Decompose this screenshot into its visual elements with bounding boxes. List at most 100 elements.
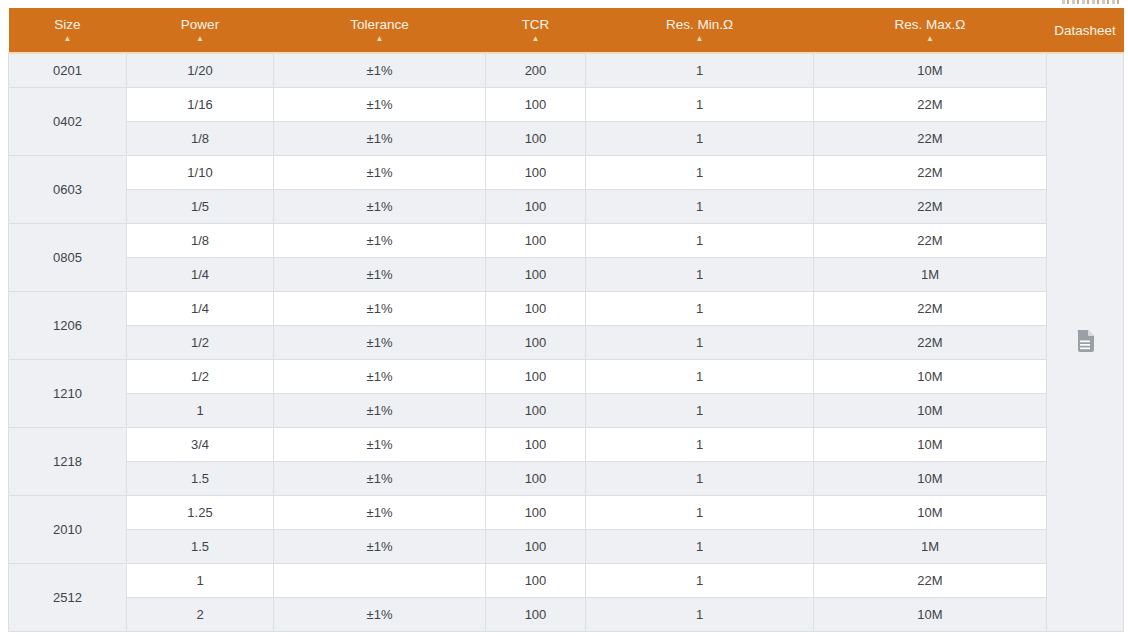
column-label: Size [54,17,80,32]
power-cell: 2 [127,598,274,632]
res-max-cell: 10M [814,360,1047,394]
table-row: 0603 1/10 ±1% 100 1 22M [9,156,1124,190]
res-min-cell: 1 [586,496,814,530]
sort-ascending-icon[interactable]: ▲ [532,35,540,43]
tolerance-cell: ±1% [274,122,486,156]
res-min-cell: 1 [586,394,814,428]
power-cell: 1/20 [127,53,274,88]
power-cell: 1.5 [127,530,274,564]
res-min-cell: 1 [586,53,814,88]
table-row: 1218 3/4 ±1% 100 1 10M [9,428,1124,462]
table-row: 1/8 ±1% 100 1 22M [9,122,1124,156]
column-label: Datasheet [1054,23,1116,38]
column-label: Res. Max.Ω [895,17,966,32]
tcr-cell: 100 [486,462,586,496]
res-max-cell: 10M [814,428,1047,462]
tolerance-cell: ±1% [274,88,486,122]
tcr-cell: 100 [486,394,586,428]
tolerance-cell: ±1% [274,496,486,530]
table-row: 1.5 ±1% 100 1 1M [9,530,1124,564]
table-row: 1/4 ±1% 100 1 1M [9,258,1124,292]
column-header-size[interactable]: Size ▲ [9,8,127,53]
res-min-cell: 1 [586,428,814,462]
tolerance-cell: ±1% [274,394,486,428]
tcr-cell: 100 [486,598,586,632]
res-max-cell: 22M [814,326,1047,360]
power-cell: 1/2 [127,326,274,360]
res-max-cell: 10M [814,598,1047,632]
column-header-res-max[interactable]: Res. Max.Ω ▲ [814,8,1047,53]
sort-ascending-icon[interactable]: ▲ [376,35,384,43]
tolerance-cell: ±1% [274,360,486,394]
tcr-cell: 200 [486,53,586,88]
column-header-tolerance[interactable]: Tolerance ▲ [274,8,486,53]
res-max-cell: 1M [814,258,1047,292]
datasheet-cell [1047,53,1124,632]
tolerance-cell: ±1% [274,530,486,564]
tolerance-cell: ±1% [274,156,486,190]
tcr-cell: 100 [486,428,586,462]
table-row: 0402 1/16 ±1% 100 1 22M [9,88,1124,122]
res-min-cell: 1 [586,122,814,156]
tolerance-cell: ±1% [274,53,486,88]
tolerance-cell [274,564,486,598]
table-row: 1/2 ±1% 100 1 22M [9,326,1124,360]
column-label: TCR [522,17,550,32]
size-cell: 1206 [9,292,127,360]
tcr-cell: 100 [486,122,586,156]
res-max-cell: 22M [814,292,1047,326]
table-row: 1/5 ±1% 100 1 22M [9,190,1124,224]
tolerance-cell: ±1% [274,292,486,326]
spec-table: Size ▲ Power ▲ Tolerance ▲ TCR ▲ Res. Mi… [8,8,1124,632]
tolerance-cell: ±1% [274,190,486,224]
header-row: Size ▲ Power ▲ Tolerance ▲ TCR ▲ Res. Mi… [9,8,1124,53]
power-cell: 1/10 [127,156,274,190]
sort-ascending-icon[interactable]: ▲ [696,35,704,43]
res-min-cell: 1 [586,156,814,190]
column-label: Res. Min.Ω [666,17,733,32]
table-row: 0201 1/20 ±1% 200 1 10M [9,53,1124,88]
size-cell: 1210 [9,360,127,428]
tcr-cell: 100 [486,360,586,394]
column-header-tcr[interactable]: TCR ▲ [486,8,586,53]
res-max-cell: 10M [814,496,1047,530]
tolerance-cell: ±1% [274,326,486,360]
res-min-cell: 1 [586,530,814,564]
size-cell: 0805 [9,224,127,292]
res-max-cell: 22M [814,224,1047,258]
res-min-cell: 1 [586,598,814,632]
sort-ascending-icon[interactable]: ▲ [196,35,204,43]
power-cell: 1/5 [127,190,274,224]
res-max-cell: 22M [814,156,1047,190]
power-cell: 1/16 [127,88,274,122]
tcr-cell: 100 [486,156,586,190]
res-max-cell: 22M [814,190,1047,224]
res-min-cell: 1 [586,326,814,360]
tcr-cell: 100 [486,258,586,292]
power-cell: 1/4 [127,258,274,292]
sort-ascending-icon[interactable]: ▲ [926,35,934,43]
tcr-cell: 100 [486,564,586,598]
tcr-cell: 100 [486,88,586,122]
res-max-cell: 10M [814,53,1047,88]
res-min-cell: 1 [586,462,814,496]
tcr-cell: 100 [486,292,586,326]
res-min-cell: 1 [586,292,814,326]
res-min-cell: 1 [586,258,814,292]
power-cell: 1 [127,394,274,428]
table-row: 1210 1/2 ±1% 100 1 10M [9,360,1124,394]
column-header-power[interactable]: Power ▲ [127,8,274,53]
power-cell: 1 [127,564,274,598]
table-row: 2010 1.25 ±1% 100 1 10M [9,496,1124,530]
column-header-res-min[interactable]: Res. Min.Ω ▲ [586,8,814,53]
res-max-cell: 10M [814,394,1047,428]
table-row: 2 ±1% 100 1 10M [9,598,1124,632]
tcr-cell: 100 [486,530,586,564]
res-max-cell: 22M [814,122,1047,156]
sort-ascending-icon[interactable]: ▲ [64,35,72,43]
tolerance-cell: ±1% [274,598,486,632]
res-min-cell: 1 [586,88,814,122]
document-icon[interactable] [1076,330,1094,352]
res-max-cell: 10M [814,462,1047,496]
size-cell: 0603 [9,156,127,224]
